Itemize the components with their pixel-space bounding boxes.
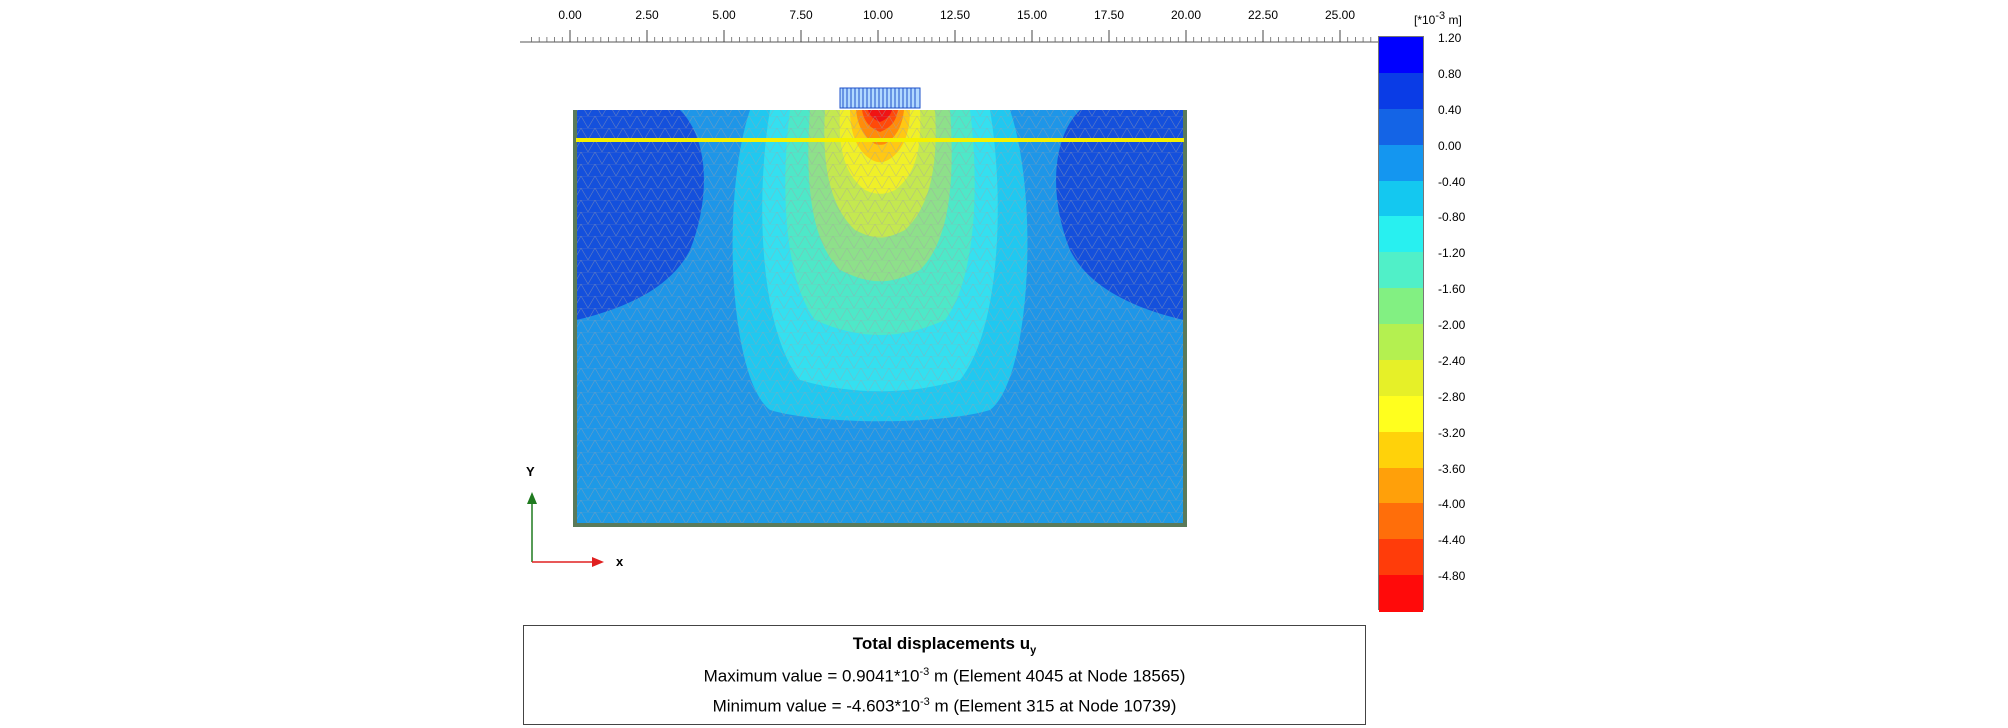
legend-label: -4.40 <box>1438 533 1466 548</box>
ruler-ticks <box>520 30 1378 43</box>
right-boundary <box>1183 110 1187 526</box>
summary-title: Total displacements uy <box>852 634 1037 657</box>
legend-label: -3.60 <box>1438 461 1466 476</box>
ruler-tick-label: 25.00 <box>1324 8 1356 22</box>
legend-label: -2.80 <box>1438 389 1466 404</box>
legend-swatch <box>1379 72 1423 110</box>
legend-swatch <box>1379 395 1423 433</box>
legend-label: -2.00 <box>1438 318 1466 332</box>
legend-swatch <box>1379 108 1423 146</box>
bottom-boundary <box>573 523 1187 527</box>
legend-label: -4.00 <box>1438 497 1466 512</box>
ruler-tick-label: 20.00 <box>1170 8 1202 22</box>
ruler-tick-label: 15.00 <box>1016 8 1048 22</box>
legend-swatch <box>1379 37 1423 74</box>
axes-arrows-icon <box>527 492 604 567</box>
ruler-tick-label: 10.00 <box>862 8 894 22</box>
results-summary-box: Total displacements uy Maximum value = 0… <box>523 625 1366 725</box>
legend-swatch <box>1379 216 1423 253</box>
ruler-tick-label: 2.50 <box>635 8 659 22</box>
legend-swatch <box>1379 539 1423 576</box>
legend-label: 0.00 <box>1438 138 1462 153</box>
legend-label: -4.80 <box>1438 569 1466 584</box>
minimum-value-line: Minimum value = -4.603*10-3 m (Element 3… <box>712 696 1177 716</box>
legend-unit: [*10-3 m] <box>1414 10 1462 27</box>
legend-label: -0.80 <box>1438 210 1466 225</box>
legend-swatch <box>1379 180 1423 217</box>
color-legend: [*10-3 m] 1.20 0.80 0.40 0.00 -0.40 -0.80 -1.2… <box>1378 10 1518 612</box>
x-axis-label: x <box>616 554 624 569</box>
soil-layer-line <box>576 138 1184 142</box>
legend-swatch <box>1379 288 1423 325</box>
legend-swatch <box>1379 324 1423 361</box>
legend-swatch <box>1379 144 1423 181</box>
y-axis-label: Y <box>526 464 535 479</box>
finite-element-mesh <box>576 110 1184 526</box>
legend-swatch <box>1379 575 1423 612</box>
legend-swatch <box>1379 503 1423 540</box>
legend-label: 1.20 <box>1438 31 1462 45</box>
legend-swatch <box>1379 431 1423 468</box>
ruler-tick-label: 0.00 <box>558 8 582 22</box>
contour-plot-canvas <box>573 87 1187 527</box>
legend-label: -0.40 <box>1438 174 1466 189</box>
legend-label: 0.40 <box>1438 102 1462 117</box>
legend-label: -3.20 <box>1438 425 1466 440</box>
x-ruler: 0.00 2.50 5.00 7.50 10.00 12.50 15.00 17.50 20.0… <box>520 0 1380 48</box>
contour-plot <box>560 80 1200 540</box>
ruler-tick-label: 7.50 <box>789 8 813 22</box>
legend-color-bar <box>1378 36 1424 612</box>
ruler-tick-label: 5.00 <box>712 8 736 22</box>
legend-swatch <box>1379 252 1423 289</box>
legend-label: 0.80 <box>1438 66 1462 81</box>
ruler-tick-label: 17.50 <box>1093 8 1125 22</box>
maximum-value-line: Maximum value = 0.9041*10-3 m (Element 4… <box>703 666 1186 686</box>
distributed-load-icon <box>839 87 921 109</box>
legend-label: -1.60 <box>1438 282 1466 297</box>
legend-swatch <box>1379 359 1423 397</box>
left-boundary <box>573 110 577 526</box>
legend-label: -2.40 <box>1438 353 1466 368</box>
legend-label: -1.20 <box>1438 246 1466 261</box>
ruler-tick-label: 22.50 <box>1247 8 1279 22</box>
axes-indicator: Y x <box>510 460 630 570</box>
legend-swatch <box>1379 467 1423 504</box>
ruler-tick-label: 12.50 <box>939 8 971 22</box>
